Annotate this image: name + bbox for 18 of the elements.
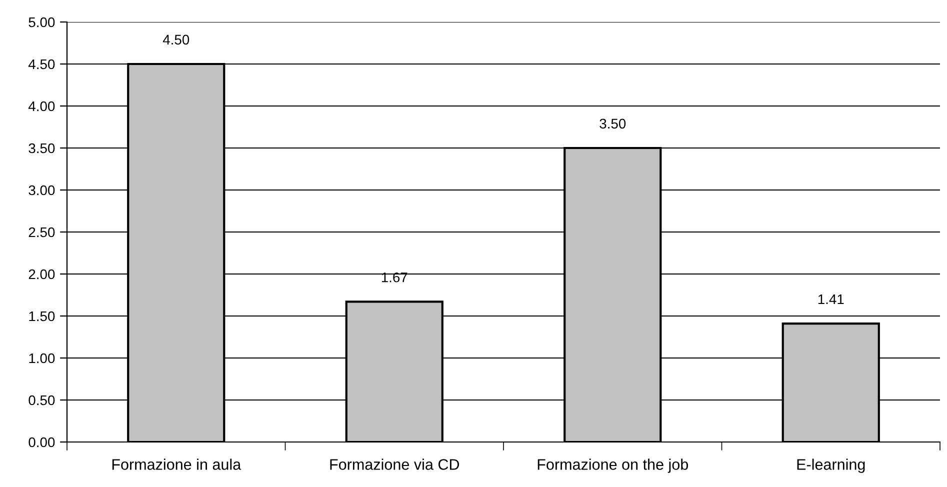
y-tick-label: 1.00 [29, 353, 55, 364]
x-tick-label: Formazione in aula [112, 458, 242, 470]
data-label: 3.50 [600, 118, 626, 129]
data-label: 1.41 [818, 294, 844, 304]
y-tick-label: 2.00 [28, 269, 55, 280]
x-tick-label: Formazione via CD [330, 458, 460, 470]
y-tick-label: 0.50 [28, 395, 55, 406]
y-tick-label: 3.00 [28, 185, 55, 196]
data-label: 4.50 [162, 34, 190, 45]
y-tick-label: 3.50 [28, 143, 55, 154]
y-tick-label: 0.00 [28, 437, 55, 448]
y-tick-label: 4.50 [28, 59, 55, 70]
x-tick-label: Formazione on the job [538, 458, 688, 473]
y-tick-label: 2.50 [28, 227, 55, 238]
y-tick-label: 4.00 [28, 101, 55, 112]
x-tick-label: E-learning [797, 458, 865, 473]
y-tick-label: 1.50 [29, 311, 55, 322]
y-tick-label: 5.00 [28, 17, 55, 28]
